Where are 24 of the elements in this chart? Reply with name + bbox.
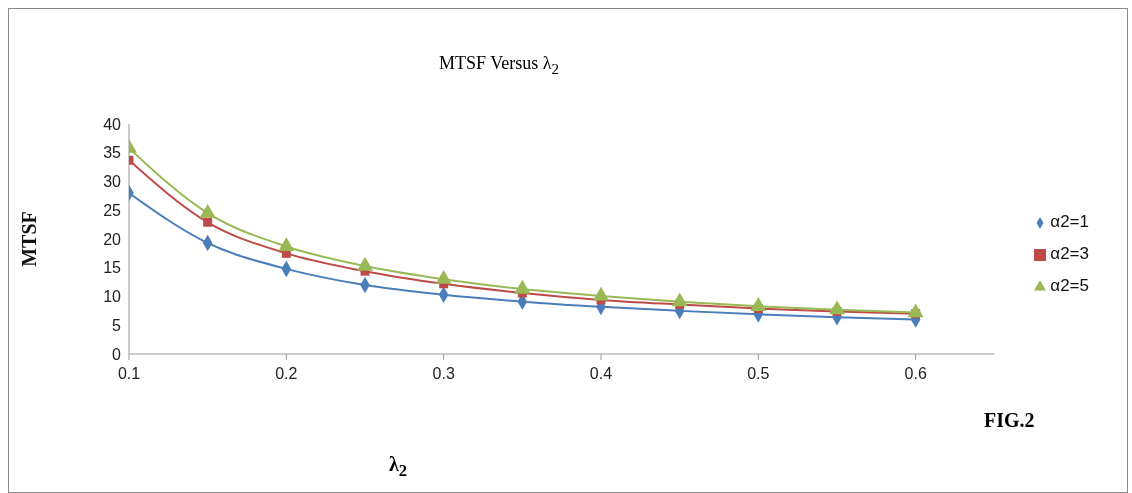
- y-tick-label: 25: [103, 201, 122, 219]
- x-tick-label: 0.3: [432, 365, 455, 383]
- y-tick-label: 35: [103, 144, 122, 162]
- chart-title: MTSF Versus λ$_{2}$: [438, 53, 560, 78]
- legend-label: α2=5: [1050, 276, 1089, 295]
- y-tick-label: 15: [103, 259, 122, 277]
- x-tick-label: 0.1: [117, 365, 141, 383]
- x-tick-label: 0.6: [904, 365, 927, 383]
- legend-label: α2=1: [1050, 212, 1089, 231]
- y-tick-label: 30: [103, 173, 122, 191]
- y-tick-label: 20: [103, 230, 122, 248]
- y-tick-label: 0: [112, 345, 122, 363]
- caption: FIG.2: [984, 409, 1035, 432]
- x-axis-title: λ$_{2}$: [389, 453, 408, 481]
- y-tick-label: 40: [103, 115, 122, 133]
- point: [278, 237, 295, 252]
- legend-label: α2=3: [1050, 244, 1089, 263]
- x-tick-label: 0.2: [275, 365, 298, 383]
- x-tick-label: 0.4: [589, 365, 613, 383]
- x-tick-label: 0.5: [747, 365, 770, 383]
- y-tick-label: 5: [112, 316, 122, 334]
- y-axis-title: MTSF: [18, 211, 41, 267]
- point: [203, 217, 213, 227]
- y-tick-label: 10: [103, 288, 122, 306]
